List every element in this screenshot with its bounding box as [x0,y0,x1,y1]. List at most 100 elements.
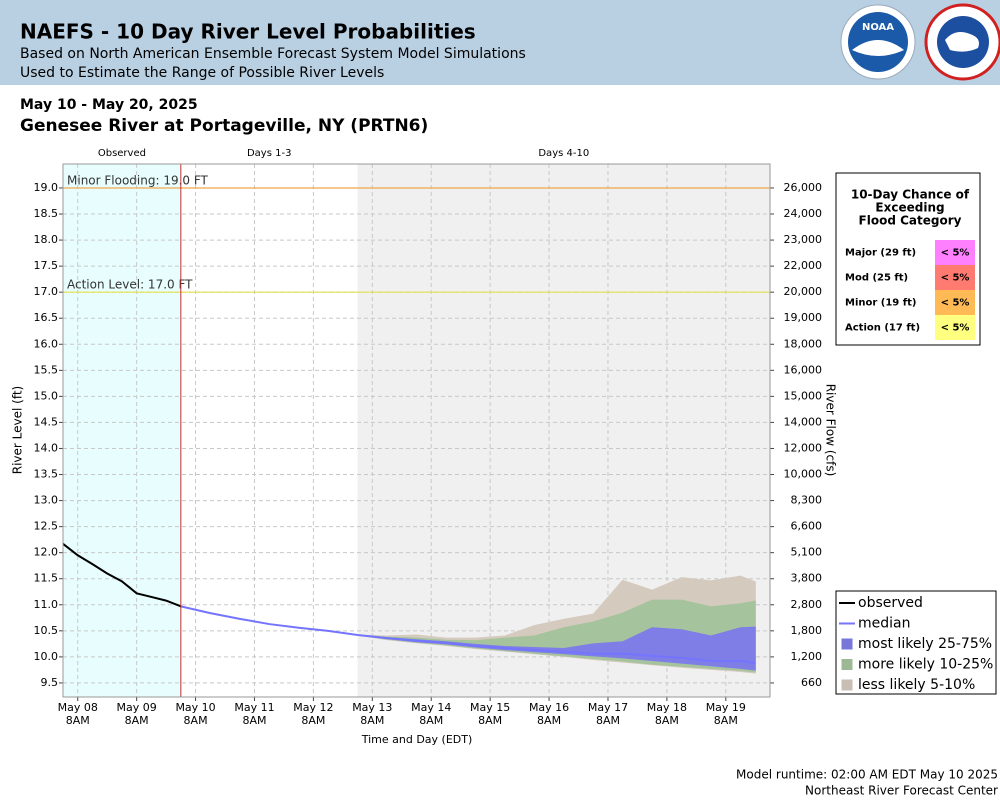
logo-bird [852,40,904,56]
table-title: Flood Category [859,214,962,228]
x-tick-label: 8AM [66,714,90,727]
x-tick-label: 8AM [125,714,149,727]
legend: observed median most likely 25-75% more lik… [835,590,997,695]
y-tick-label: 16.5 [34,311,59,324]
y2-tick-label: 6,600 [791,520,823,533]
y-tick-label: 18.5 [34,207,59,220]
y-tick-label: 14.5 [34,415,59,428]
category-label: Action (17 ft) [845,323,920,334]
x-tick-label: 8AM [184,714,208,727]
table-title: 10-Day Chance of [851,188,970,202]
x-tick-label: May 11 [234,701,274,714]
x-tick-label: 8AM [301,714,325,727]
legend-swatch [841,659,853,670]
category-label: Minor (19 ft) [845,298,916,309]
station-title: Genesee River at Portageville, NY (PRTN6… [20,116,428,136]
y2-tick-label: 24,000 [784,207,823,220]
y-tick-label: 10.0 [34,650,59,663]
y-axis-title: River Level (ft) [11,386,25,474]
y2-tick-label: 26,000 [784,181,823,194]
logo-text: NOAA [862,22,894,33]
legend-label: less likely 5-10% [858,677,975,693]
y2-tick-label: 14,000 [784,415,823,428]
y-tick-label: 17.0 [34,285,59,298]
legend-box [835,590,997,695]
legend-label: median [858,616,910,632]
y2-tick-label: 2,800 [791,598,823,611]
y2-tick-label: 1,800 [791,624,823,637]
threshold-label: Minor Flooding: 19.0 FT [67,173,209,187]
y-tick-label: 15.5 [34,363,59,376]
chance-cell [935,265,975,290]
y-tick-label: 13.0 [34,494,59,507]
y2-axis-title: River Flow (cfs) [824,384,838,477]
category-label: Major (29 ft) [845,248,916,259]
legend-label: more likely 10-25% [858,657,993,673]
legend-label: observed [858,595,923,611]
y2-tick-label: 23,000 [784,233,823,246]
series-line [62,543,182,608]
legend-label: most likely 25-75% [858,636,992,652]
x-tick-label: May 14 [411,701,451,714]
y2-tick-label: 1,200 [791,650,823,663]
chance-label: < 5% [941,248,970,259]
y-tick-label: 17.5 [34,259,59,272]
y-tick-label: 19.0 [34,181,59,194]
x-tick-label: May 17 [588,701,628,714]
x-tick-label: 8AM [655,714,679,727]
y-tick-label: 14.0 [34,441,59,454]
table-title: Exceeding [875,201,944,215]
y2-tick-label: 5,100 [791,546,823,559]
period-background [63,164,181,697]
threshold-label: Action Level: 17.0 FT [67,278,193,292]
x-tick-label: 8AM [478,714,502,727]
y2-tick-label: 19,000 [784,311,823,324]
x-tick-label: 8AM [360,714,384,727]
x-tick-label: May 19 [706,701,746,714]
y-tick-label: 13.5 [34,468,59,481]
period-label: Observed [98,148,146,159]
header-band [0,0,1000,85]
y2-tick-label: 660 [801,676,822,689]
page-title: NAEFS - 10 Day River Level Probabilities [20,20,476,44]
noaa-logo: NOAA [840,4,916,80]
x-tick-label: 8AM [419,714,443,727]
category-label: Mod (25 ft) [845,273,908,284]
period-label: Days 1-3 [247,148,291,159]
x-tick-label: May 15 [470,701,510,714]
x-tick-label: 8AM [537,714,561,727]
y-tick-label: 12.5 [34,520,59,533]
chance-cell [935,240,975,265]
plot-frame [62,163,771,698]
x-tick-label: May 13 [352,701,392,714]
chance-cell [935,290,975,315]
x-tick-label: May 08 [58,701,98,714]
y-tick-label: 12.0 [34,546,59,559]
x-tick-label: 8AM [596,714,620,727]
series-line [180,605,756,665]
footer-center: Northeast River Forecast Center [805,784,998,798]
x-tick-label: May 10 [175,701,215,714]
chance-label: < 5% [941,298,970,309]
chance-label: < 5% [941,273,970,284]
x-tick-label: May 18 [647,701,687,714]
chance-cell [935,315,975,340]
y-tick-label: 9.5 [41,676,59,689]
y-tick-label: 11.5 [34,572,59,585]
date-range: May 10 - May 20, 2025 [20,97,198,113]
y2-tick-label: 18,000 [784,337,823,350]
y2-tick-label: 12,000 [784,441,823,454]
y-tick-label: 16.0 [34,337,59,350]
y2-tick-label: 8,300 [791,494,823,507]
y-tick-label: 11.0 [34,598,59,611]
x-tick-label: 8AM [242,714,266,727]
legend-swatch [841,638,853,650]
period-background [180,164,358,697]
y2-tick-label: 10,000 [784,468,823,481]
legend-swatch [841,679,853,691]
y2-tick-label: 16,000 [784,363,823,376]
x-tick-label: May 12 [293,701,333,714]
